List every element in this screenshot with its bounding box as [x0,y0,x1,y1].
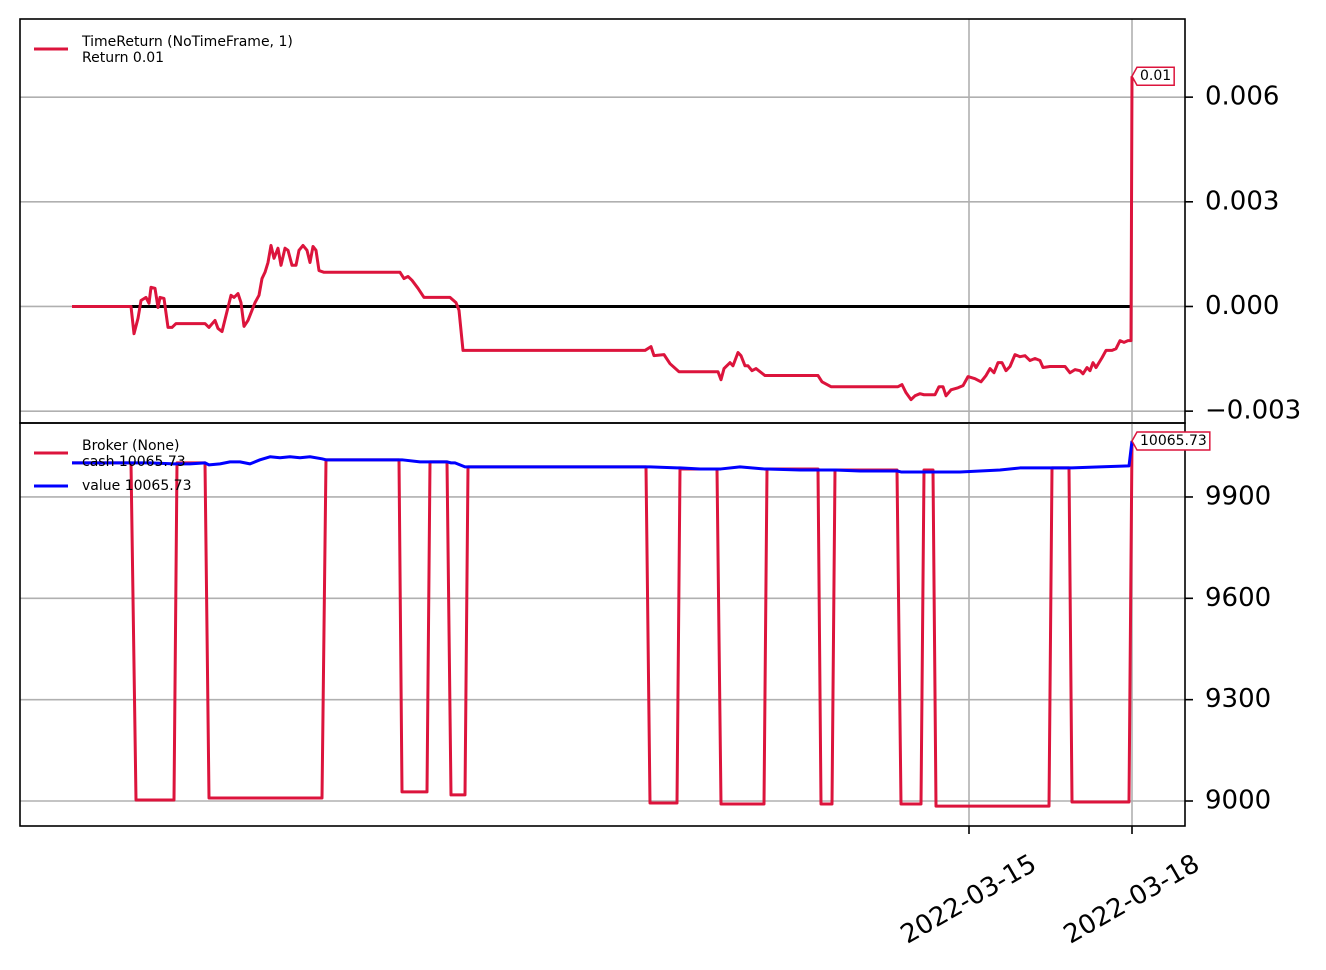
y-tick-label: 9300 [1205,684,1271,714]
x-tick-label: 2022-03-15 [896,849,1042,951]
series-line [72,440,1134,808]
legend-title: TimeReturn (NoTimeFrame, 1) [81,34,293,50]
value-tag: 0.01 [1131,66,1175,86]
legend-title: Broker (None) [82,438,180,454]
y-tick-label: 9900 [1205,481,1271,511]
legend-label: cash 10065.73 [82,454,186,470]
y-tick-label: 0.000 [1205,291,1279,321]
value-tag-box [1131,66,1175,86]
y-tick-label: 9000 [1205,786,1271,816]
y-tick-label: 9600 [1205,583,1271,613]
value-label: 0.01 [1140,68,1171,84]
series-line [72,440,1134,474]
y-tick-label: −0.003 [1205,396,1301,426]
value-label: 10065.73 [1140,433,1207,449]
series-line [72,76,1134,402]
value-tag: 10065.73 [1131,431,1211,451]
plot-frame [19,422,1186,827]
x-tick-label: 2022-03-18 [1059,849,1205,951]
legend-label: value 10065.73 [82,478,192,494]
value-tag-box [1131,431,1211,451]
legend-label: Return 0.01 [82,50,164,66]
y-tick-label: 0.006 [1205,82,1279,112]
y-tick-label: 0.003 [1205,186,1279,216]
